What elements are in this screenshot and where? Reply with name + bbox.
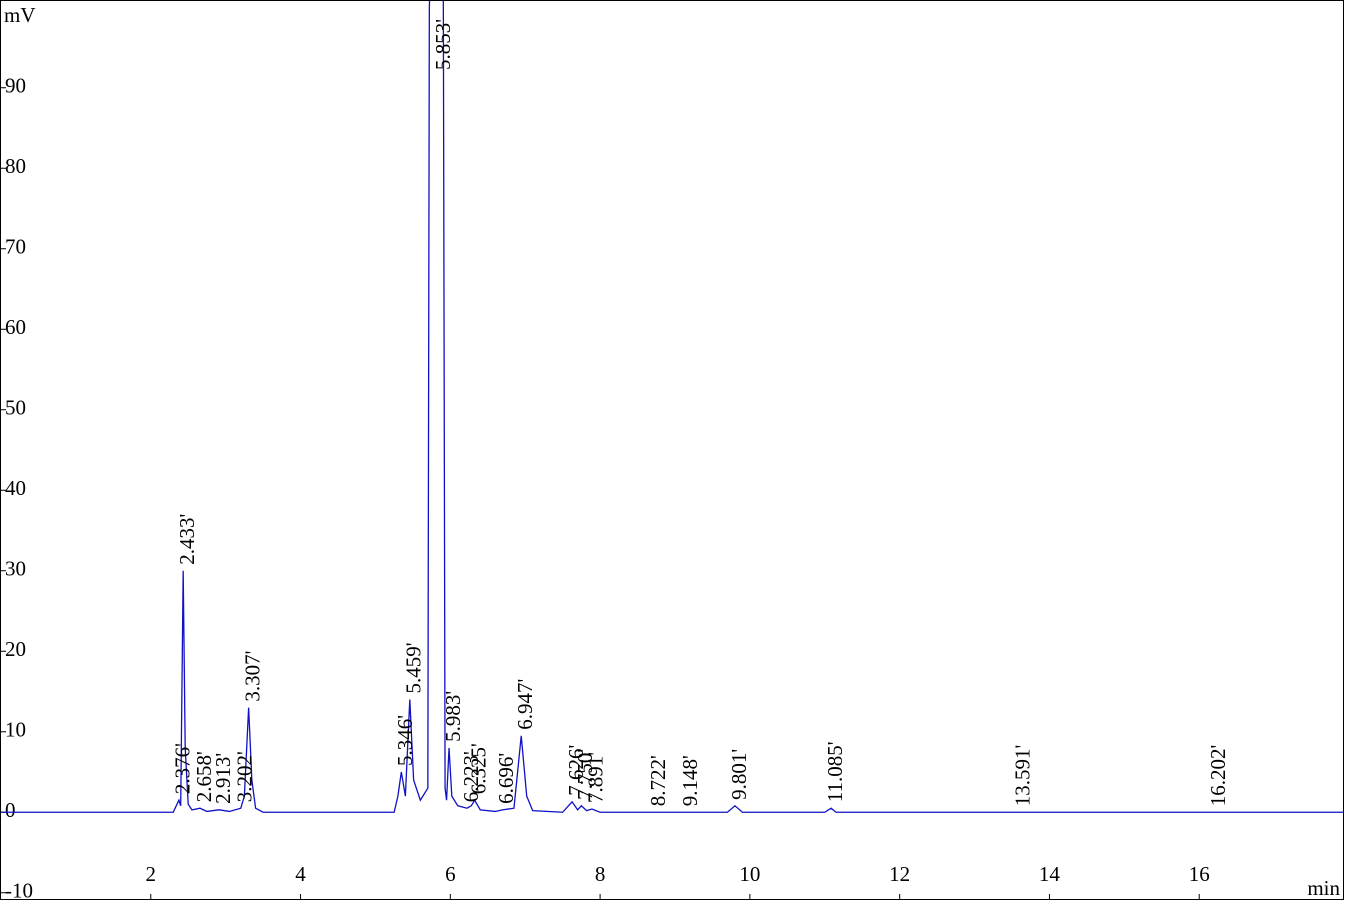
- y-tick-label: 90: [5, 74, 26, 98]
- peak-label: 6.947': [513, 679, 537, 730]
- x-tick-label: 2: [146, 862, 157, 886]
- peak-label: 3.202': [233, 751, 257, 802]
- y-axis-label: mV: [4, 3, 36, 27]
- peak-label: 2.913': [211, 753, 235, 804]
- x-tick-label: 4: [295, 862, 306, 886]
- x-axis-label: min: [1307, 876, 1340, 900]
- x-tick-label: 8: [595, 862, 606, 886]
- x-tick-label: 10: [739, 862, 760, 886]
- y-tick-label: 80: [5, 154, 26, 178]
- y-tick-label: 10: [5, 718, 26, 742]
- peak-label: 8.722': [646, 755, 670, 806]
- y-tick-label: 70: [5, 235, 26, 259]
- y-tick-label: 60: [5, 315, 26, 339]
- peak-label: 7.891': [584, 752, 608, 803]
- peak-label: 5.853': [431, 19, 455, 70]
- plot-area: [1, 1, 1343, 813]
- peak-label: 2.433': [175, 514, 199, 565]
- peak-label: 5.346': [393, 715, 417, 766]
- y-tick-label: 40: [5, 476, 26, 500]
- peak-label: 11.085': [823, 741, 847, 802]
- y-tick-label: -10: [5, 879, 33, 900]
- peak-label: 7.626': [564, 745, 588, 796]
- peak-label: 16.202': [1206, 745, 1230, 807]
- peak-label: 5.459': [402, 643, 426, 694]
- y-tick-label: 30: [5, 557, 26, 581]
- peak-label: 3.307': [240, 651, 264, 702]
- peak-label: 13.591': [1011, 745, 1035, 807]
- peak-label: 6.223': [459, 751, 483, 802]
- x-tick-label: 6: [445, 862, 456, 886]
- peak-label: 6.696': [494, 753, 518, 804]
- x-tick-label: 12: [889, 862, 910, 886]
- peak-label: 5.983': [441, 691, 465, 742]
- x-tick-label: 14: [1039, 862, 1061, 886]
- peak-label: 2.376': [171, 743, 195, 794]
- y-tick-label: 0: [5, 798, 16, 822]
- peak-label: 9.801': [727, 749, 751, 800]
- y-tick-label: 20: [5, 637, 26, 661]
- signal-trace: [1, 1, 1343, 813]
- peak-label: 9.148': [678, 755, 702, 806]
- x-tick-label: 16: [1189, 862, 1210, 886]
- peak-label: 7.750': [573, 749, 597, 800]
- peak-label: 6.325': [466, 743, 490, 794]
- peak-label: 2.658': [192, 751, 216, 802]
- y-tick-label: 50: [5, 396, 26, 420]
